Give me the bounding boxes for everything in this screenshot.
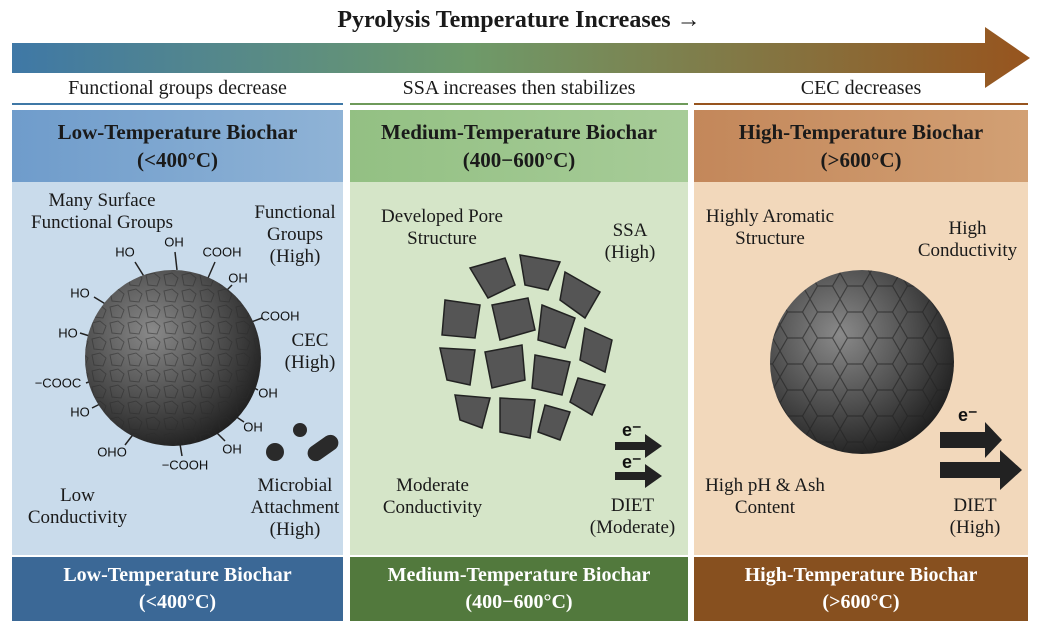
functional-group: −COOH — [161, 457, 209, 473]
functional-group: OH — [243, 419, 263, 435]
microbes — [266, 423, 339, 462]
functional-group: OH — [222, 441, 242, 457]
trend-label: CEC decreases — [800, 77, 922, 99]
panel-label: Low Conductivity — [27, 485, 128, 528]
electron: e⁻ — [958, 405, 978, 425]
electron-arrows — [615, 422, 1022, 490]
panel-label: High pH & Ash Content — [705, 475, 825, 518]
panel-label: Highly Aromatic Structure — [705, 206, 835, 249]
functional-group: COOH — [260, 308, 300, 324]
panel-label: Functional Groups (High) — [254, 202, 336, 267]
panel-label: Many Surface Functional Groups — [31, 190, 173, 233]
panel-label: DIET (High) — [949, 495, 1001, 538]
temperature-arrow — [12, 27, 1030, 88]
panel-label: CEC (High) — [284, 330, 336, 373]
panel-header — [694, 110, 1028, 182]
panel-header — [12, 110, 343, 182]
panel-range: (400−600°C) — [462, 148, 576, 172]
panel-label: DIET (Moderate) — [589, 495, 676, 538]
functional-group: OHO — [97, 444, 127, 460]
functional-group: HO — [58, 325, 78, 341]
panel-title: Low-Temperature Biochar — [57, 120, 298, 144]
electron: e⁻ — [622, 420, 642, 440]
graphitic-texture — [770, 270, 954, 454]
footer-range: (<400°C) — [138, 591, 217, 613]
electron: e⁻ — [622, 452, 642, 472]
panel-footer — [12, 557, 343, 621]
footer-title: Low-Temperature Biochar — [63, 564, 292, 586]
functional-group: HO — [70, 404, 90, 420]
footer-title: High-Temperature Biochar — [744, 564, 978, 586]
panel-label: Moderate Conductivity — [382, 475, 483, 518]
panel-title: High-Temperature Biochar — [738, 120, 984, 144]
panel-label: SSA (High) — [604, 220, 656, 263]
title: Pyrolysis Temperature Increases → — [337, 7, 701, 33]
functional-group: COOH — [202, 244, 242, 260]
functional-group: OH — [258, 385, 278, 401]
functional-group: OH — [228, 270, 248, 286]
panel-title: Medium-Temperature Biochar — [381, 120, 657, 144]
footer-range: (400−600°C) — [465, 591, 573, 613]
functional-group: −COOC — [34, 375, 82, 391]
panel-label: Microbial Attachment (High) — [250, 475, 340, 540]
panel-label: Developed Pore Structure — [381, 206, 503, 249]
panel-range: (<400°C) — [136, 148, 219, 172]
footer-title: Medium-Temperature Biochar — [387, 564, 651, 586]
footer-range: (>600°C) — [822, 591, 900, 613]
functional-group: OH — [164, 234, 184, 250]
particle-texture — [85, 270, 261, 446]
functional-group: HO — [70, 285, 90, 301]
panel-range: (>600°C) — [820, 148, 902, 172]
panel-footer — [694, 557, 1028, 621]
panel-header — [350, 110, 688, 182]
porous-particle — [439, 254, 613, 441]
functional-group: HO — [115, 244, 135, 260]
panel-footer — [350, 557, 688, 621]
trend-label: Functional groups decrease — [68, 77, 287, 99]
panel-label: High Conductivity — [917, 218, 1018, 261]
trend-label: SSA increases then stabilizes — [402, 77, 636, 99]
